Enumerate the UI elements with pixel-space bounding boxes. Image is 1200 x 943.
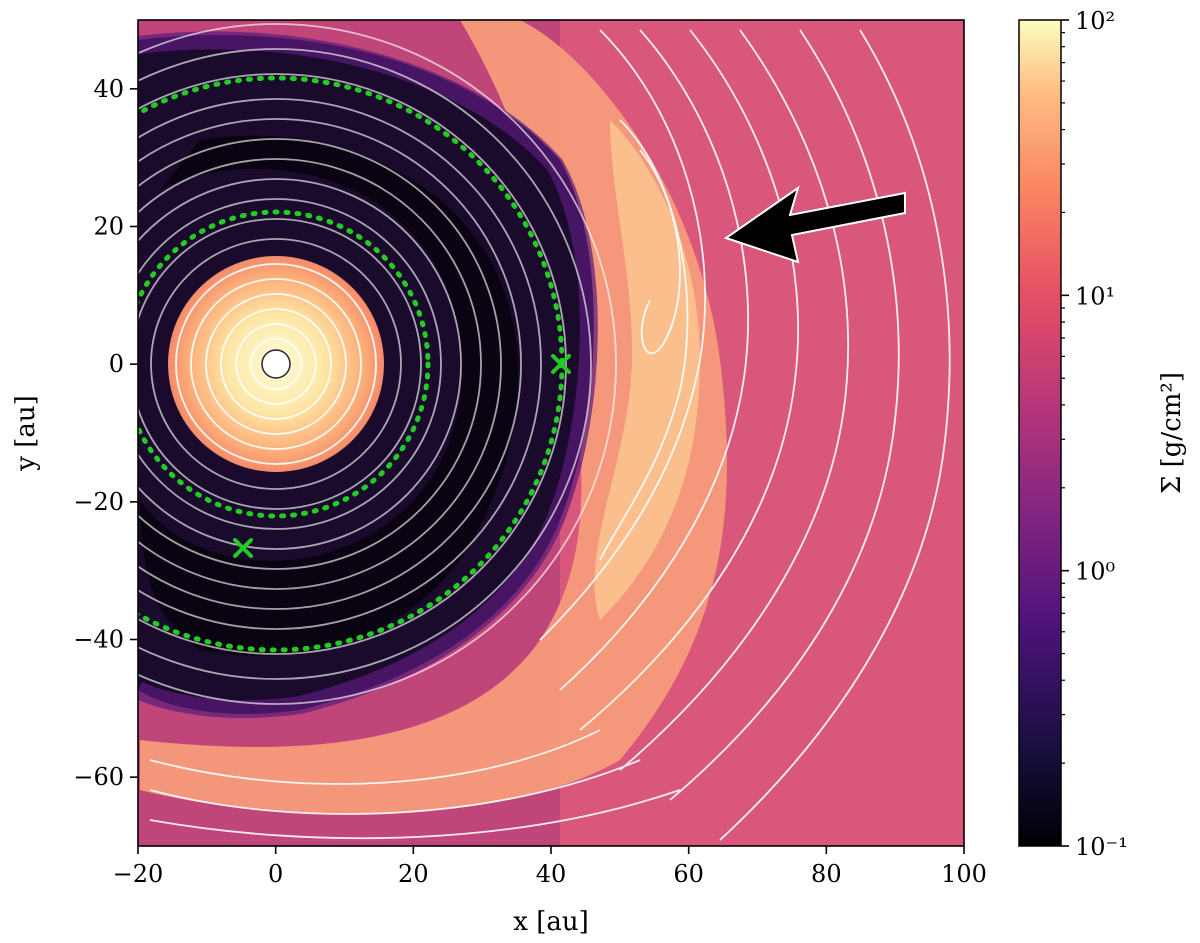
- y-tick-label: 20: [93, 213, 124, 241]
- central-star: [261, 349, 291, 379]
- planet-markers: [233, 354, 571, 558]
- x-axis-ticks: −20 0 20 40 60 80 100: [113, 846, 987, 888]
- gap-edge: [138, 31, 598, 718]
- colorbar: 10⁻¹ 10⁰ 10¹ 10² Σ [g/cm²]: [1018, 7, 1187, 861]
- y-axis-label: y [au]: [11, 395, 41, 472]
- colorbar-tick-label: 10⁻¹: [1075, 833, 1128, 861]
- plot-area: [138, 20, 964, 846]
- vortex-core: [594, 120, 700, 620]
- x-tick-label: 0: [268, 860, 283, 888]
- x-tick-label: 20: [398, 860, 429, 888]
- gap-darker: [140, 135, 519, 656]
- colorbar-tick-label: 10²: [1075, 7, 1115, 35]
- colorbar-tick-label: 10¹: [1075, 282, 1115, 310]
- y-tick-label: 40: [93, 75, 124, 103]
- x-tick-label: 60: [673, 860, 704, 888]
- x-axis-label: x [au]: [513, 907, 588, 937]
- orbit-inner: [138, 209, 431, 519]
- y-tick-label: −20: [73, 488, 124, 516]
- annotation-arrow: [723, 185, 906, 264]
- streamlines: [138, 23, 951, 841]
- colorbar-tick-label: 10⁰: [1075, 558, 1115, 586]
- planet-marker-inner: [233, 538, 253, 558]
- planet-marker-outer: [551, 354, 571, 374]
- colorbar-label: Σ [g/cm²]: [1157, 372, 1187, 494]
- y-tick-label: −60: [73, 763, 124, 791]
- y-tick-label: 0: [109, 350, 124, 378]
- x-tick-label: 80: [811, 860, 842, 888]
- colorbar-ticks: 10⁻¹ 10⁰ 10¹ 10²: [1061, 7, 1128, 861]
- colorbar-gradient: [1018, 19, 1062, 847]
- x-tick-label: 100: [941, 860, 987, 888]
- y-tick-label: −40: [73, 626, 124, 654]
- x-tick-label: −20: [113, 860, 164, 888]
- x-tick-label: 40: [536, 860, 567, 888]
- y-axis-ticks: −60 −40 −20 0 20 40: [73, 75, 138, 791]
